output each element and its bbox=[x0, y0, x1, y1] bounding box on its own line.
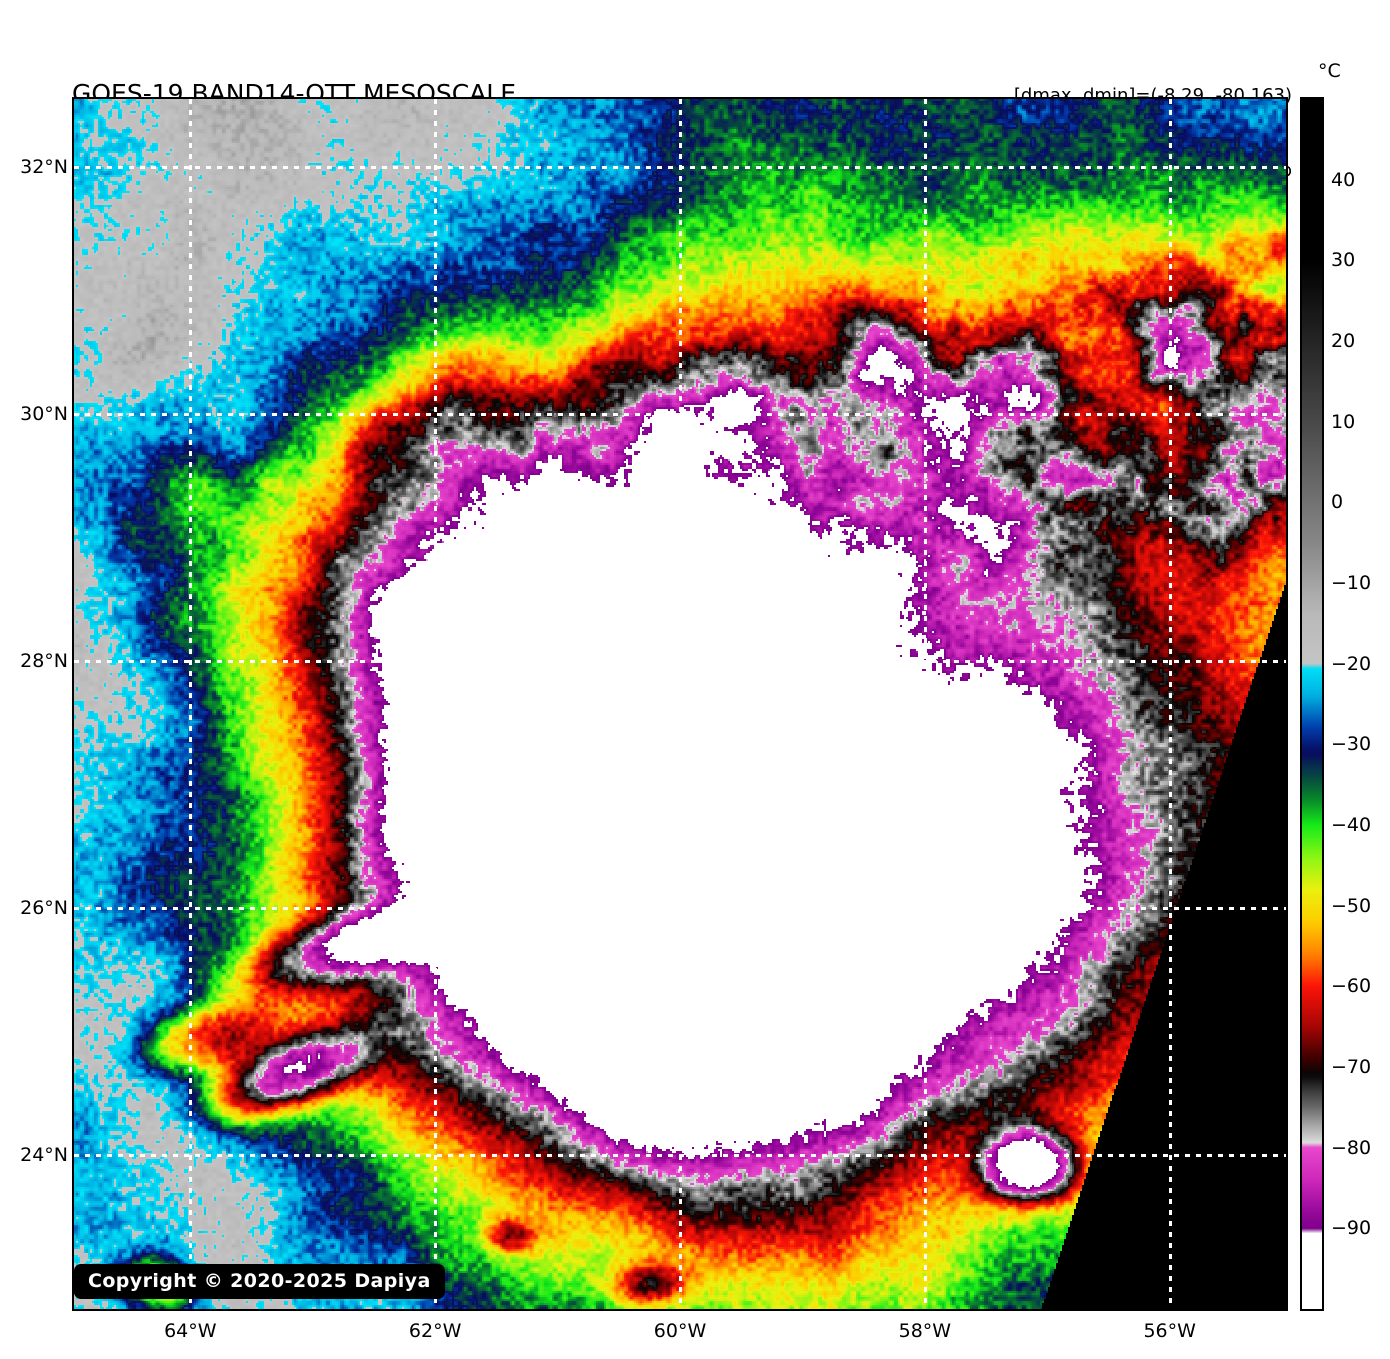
lat-tick-label: 28°N bbox=[20, 649, 68, 672]
lat-tick-label: 24°N bbox=[20, 1143, 68, 1166]
colorbar-tick-label: 40 bbox=[1331, 168, 1356, 191]
lat-tick-label: 32°N bbox=[20, 155, 68, 178]
satellite-image-panel[interactable]: Copyright © 2020-2025 Dapiya bbox=[72, 97, 1288, 1311]
colorbar-gradient bbox=[1300, 97, 1324, 1311]
copyright-badge: Copyright © 2020-2025 Dapiya bbox=[74, 1264, 445, 1299]
lat-tick-label: 26°N bbox=[20, 896, 68, 919]
colorbar-tick-label: −60 bbox=[1331, 975, 1372, 998]
colorbar[interactable] bbox=[1300, 97, 1324, 1311]
colorbar-units-label: °C bbox=[1318, 60, 1341, 82]
lon-tick-label: 64°W bbox=[164, 1320, 217, 1342]
colorbar-tick-label: −70 bbox=[1331, 1056, 1372, 1078]
lon-tick-label: 60°W bbox=[653, 1320, 707, 1342]
colorbar-tick-label: 20 bbox=[1331, 330, 1356, 352]
colorbar-tick-label: −80 bbox=[1331, 1136, 1372, 1159]
colorbar-tick-label: 30 bbox=[1331, 249, 1356, 272]
lon-tick-label: 58°W bbox=[898, 1320, 952, 1342]
lon-tick-label: 62°W bbox=[408, 1320, 462, 1342]
colorbar-tick-label: 10 bbox=[1331, 410, 1356, 433]
colorbar-tick-label: −90 bbox=[1331, 1217, 1372, 1240]
title-line-1: GOES-19 BAND14-OTT MESOSCALE bbox=[72, 79, 517, 108]
colorbar-tick-label: −10 bbox=[1331, 572, 1372, 594]
colorbar-tick-label: 0 bbox=[1331, 491, 1344, 514]
lon-tick-label: 56°W bbox=[1143, 1320, 1196, 1342]
colorbar-tick-label: −50 bbox=[1331, 894, 1372, 917]
colorbar-tick-label: −20 bbox=[1331, 652, 1372, 675]
lat-tick-label: 30°N bbox=[20, 402, 68, 425]
colorbar-tick-label: −30 bbox=[1331, 733, 1372, 756]
colorbar-tick-label: −40 bbox=[1331, 814, 1372, 836]
satellite-imagery-canvas bbox=[74, 99, 1286, 1309]
